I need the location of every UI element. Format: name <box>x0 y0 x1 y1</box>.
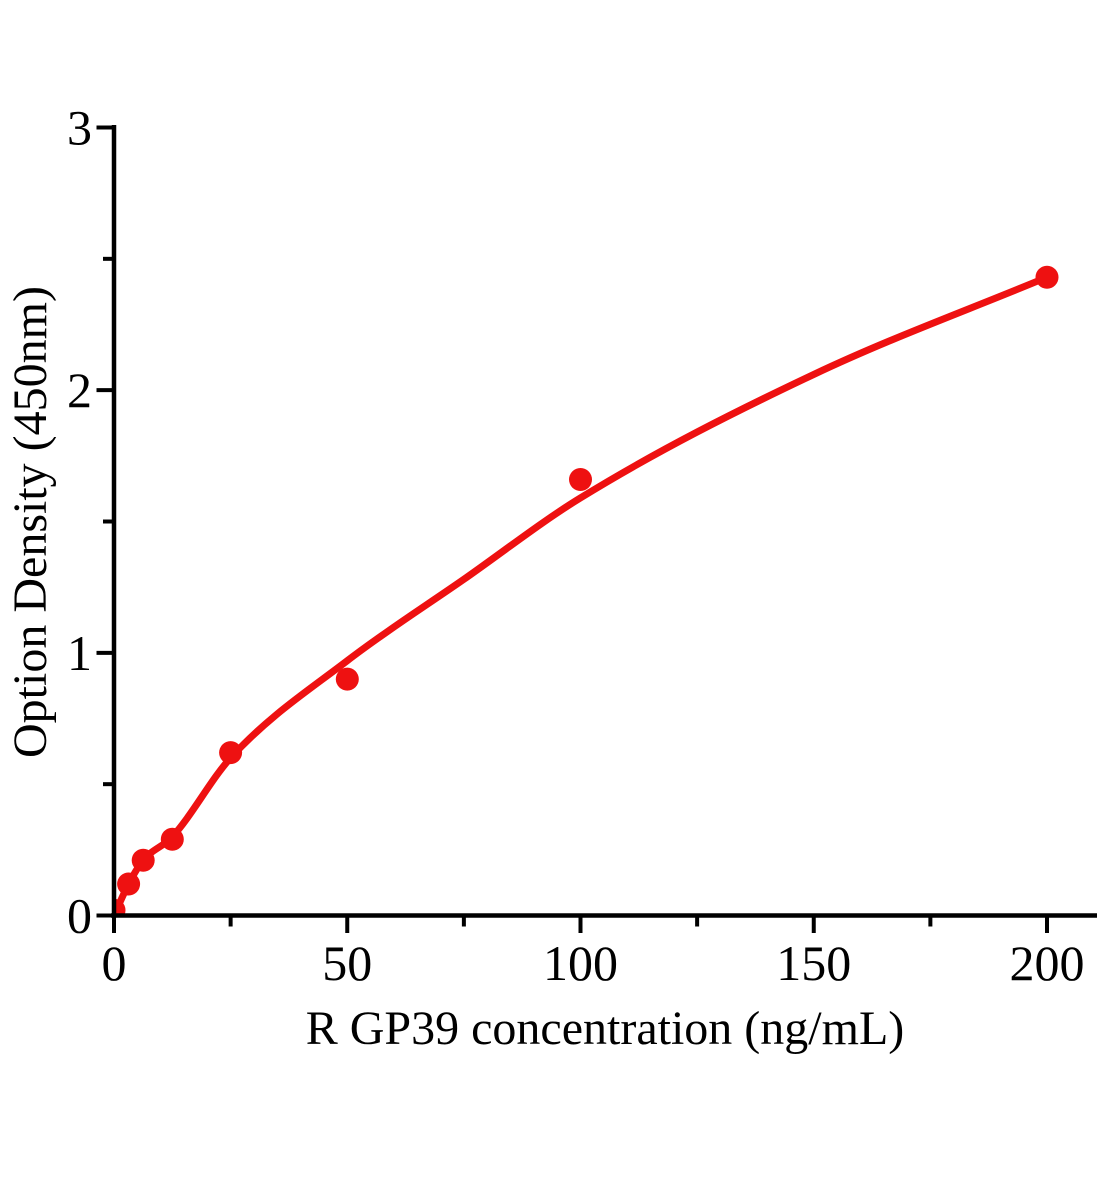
x-tick-label: 200 <box>1010 935 1085 991</box>
series-layer <box>114 265 1059 916</box>
data-point <box>569 468 592 491</box>
x-tick-label: 100 <box>543 935 618 991</box>
y-tick-label: 2 <box>67 362 92 418</box>
data-point <box>1035 265 1059 289</box>
data-point <box>335 667 359 691</box>
y-tick-label: 1 <box>67 625 92 681</box>
x-tick-label: 0 <box>102 935 127 991</box>
tick-label-layer: 0 50 100 150 200 0 1 2 3 <box>67 100 1085 992</box>
fit-curve-line <box>114 273 1051 916</box>
data-point <box>131 848 155 872</box>
x-tick-label: 50 <box>322 935 372 991</box>
y-axis-title: Option Density (450nm) <box>4 286 57 758</box>
axes-layer <box>111 125 1097 918</box>
y-tick-label: 3 <box>67 100 92 156</box>
data-point <box>114 898 126 916</box>
y-tick-label: 0 <box>67 888 92 944</box>
x-tick-label: 150 <box>776 935 851 991</box>
x-axis-title: R GP39 concentration (ng/mL) <box>306 1002 905 1055</box>
tick-layer <box>96 125 1049 933</box>
data-point <box>117 872 141 896</box>
data-point <box>219 741 243 765</box>
data-point <box>160 827 184 851</box>
